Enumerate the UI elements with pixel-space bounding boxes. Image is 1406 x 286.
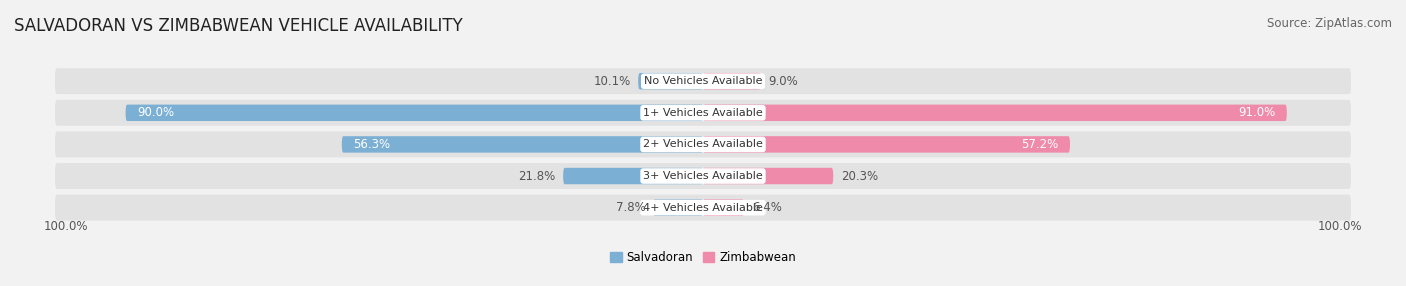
Text: 91.0%: 91.0% bbox=[1239, 106, 1275, 119]
FancyBboxPatch shape bbox=[703, 199, 744, 216]
Text: 6.4%: 6.4% bbox=[752, 201, 782, 214]
Text: 4+ Vehicles Available: 4+ Vehicles Available bbox=[643, 203, 763, 213]
FancyBboxPatch shape bbox=[125, 105, 703, 121]
FancyBboxPatch shape bbox=[55, 163, 1351, 189]
Legend: Salvadoran, Zimbabwean: Salvadoran, Zimbabwean bbox=[606, 247, 800, 269]
FancyBboxPatch shape bbox=[638, 73, 703, 90]
FancyBboxPatch shape bbox=[55, 195, 1351, 221]
Text: 20.3%: 20.3% bbox=[841, 170, 879, 182]
Text: 1+ Vehicles Available: 1+ Vehicles Available bbox=[643, 108, 763, 118]
Text: 21.8%: 21.8% bbox=[519, 170, 555, 182]
Text: SALVADORAN VS ZIMBABWEAN VEHICLE AVAILABILITY: SALVADORAN VS ZIMBABWEAN VEHICLE AVAILAB… bbox=[14, 17, 463, 35]
Text: No Vehicles Available: No Vehicles Available bbox=[644, 76, 762, 86]
Text: 57.2%: 57.2% bbox=[1021, 138, 1059, 151]
FancyBboxPatch shape bbox=[652, 199, 703, 216]
FancyBboxPatch shape bbox=[703, 73, 761, 90]
FancyBboxPatch shape bbox=[342, 136, 703, 153]
FancyBboxPatch shape bbox=[55, 68, 1351, 94]
Text: 3+ Vehicles Available: 3+ Vehicles Available bbox=[643, 171, 763, 181]
FancyBboxPatch shape bbox=[703, 136, 1070, 153]
FancyBboxPatch shape bbox=[703, 105, 1286, 121]
FancyBboxPatch shape bbox=[703, 168, 834, 184]
Text: 100.0%: 100.0% bbox=[44, 220, 89, 233]
Text: 2+ Vehicles Available: 2+ Vehicles Available bbox=[643, 139, 763, 149]
Text: 100.0%: 100.0% bbox=[1317, 220, 1362, 233]
Text: 7.8%: 7.8% bbox=[616, 201, 645, 214]
Text: 56.3%: 56.3% bbox=[353, 138, 391, 151]
Text: 10.1%: 10.1% bbox=[593, 75, 630, 88]
Text: Source: ZipAtlas.com: Source: ZipAtlas.com bbox=[1267, 17, 1392, 30]
FancyBboxPatch shape bbox=[55, 100, 1351, 126]
FancyBboxPatch shape bbox=[55, 132, 1351, 157]
Text: 9.0%: 9.0% bbox=[769, 75, 799, 88]
FancyBboxPatch shape bbox=[564, 168, 703, 184]
Text: 90.0%: 90.0% bbox=[138, 106, 174, 119]
